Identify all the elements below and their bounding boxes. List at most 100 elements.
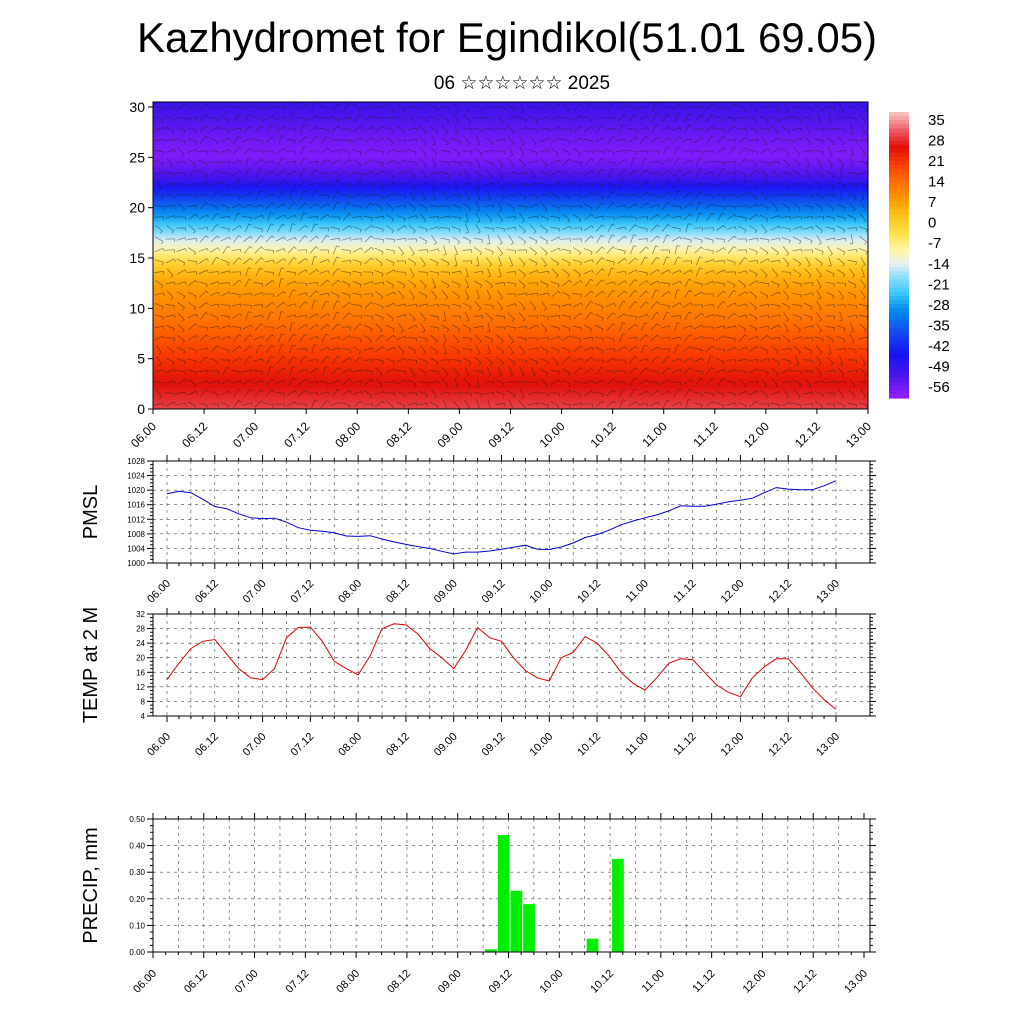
colorbar-label: -35 <box>928 317 950 334</box>
x-tick-label: 07.12 <box>284 968 312 996</box>
x-tick-label: 06.12 <box>179 419 210 450</box>
x-tick-label: 11.00 <box>624 578 651 605</box>
temperature-field <box>153 102 868 409</box>
colorbar-swatch <box>889 291 909 297</box>
x-tick-label: 11.12 <box>690 968 717 995</box>
x-tick-label: 07.12 <box>289 578 317 606</box>
y-tick-label: 10 <box>129 300 145 316</box>
x-tick-label: 10.00 <box>527 731 555 759</box>
colorbar-swatch <box>889 287 909 293</box>
y-tick-label: 0.30 <box>129 868 145 877</box>
colorbar-swatch <box>889 169 909 174</box>
colorbar-swatch <box>889 226 909 232</box>
x-tick-label: 13.00 <box>814 731 842 759</box>
colorbar-swatch <box>889 112 909 117</box>
x-tick-label: 13.00 <box>814 578 842 606</box>
x-tick-label: 08.12 <box>385 968 413 996</box>
colorbar-swatch <box>889 361 909 366</box>
x-tick-label: 11.12 <box>671 578 698 605</box>
y-tick-label: 1004 <box>127 544 145 553</box>
x-tick-label: 08.00 <box>334 968 362 996</box>
x-tick-label: 12.12 <box>791 968 819 996</box>
colorbar-swatch <box>889 128 909 134</box>
x-tick-label: 13.00 <box>843 419 874 450</box>
y-axis-label: PMSL <box>80 485 102 539</box>
colorbar-label: 21 <box>928 153 945 170</box>
colorbar-swatch <box>889 353 909 358</box>
colorbar-swatch <box>889 144 909 150</box>
colorbar-swatch <box>889 385 909 391</box>
colorbar-swatch <box>889 136 909 142</box>
colorbar-swatch <box>889 316 909 321</box>
colorbar-swatch <box>889 238 909 244</box>
colorbar-swatch <box>889 116 909 121</box>
x-tick-label: 09.00 <box>434 419 465 450</box>
colorbar-label: 28 <box>928 133 945 150</box>
x-tick-label: 06.12 <box>182 968 210 996</box>
colorbar-label: -14 <box>928 256 950 273</box>
y-axis-label: TEMP at 2 M <box>80 607 102 723</box>
y-tick-label: 1020 <box>127 486 145 495</box>
x-tick-label: 10.12 <box>588 968 616 996</box>
x-tick-label: 07.00 <box>230 419 261 450</box>
x-tick-label: 12.00 <box>741 968 769 996</box>
x-tick-label: 06.00 <box>145 578 173 606</box>
x-tick-label: 09.12 <box>487 968 515 996</box>
temp-at-2-m-panel: 4 8 12 16 20 24 28 32 06.00 06.12 07.00 07.12 08.00 0… <box>80 607 876 759</box>
x-tick-label: 11.00 <box>624 731 651 758</box>
x-tick-label: 10.12 <box>588 419 619 450</box>
x-tick-label: 12.12 <box>766 578 794 606</box>
colorbar-swatch <box>889 373 909 379</box>
colorbar-swatch <box>889 185 909 191</box>
x-tick-label: 07.00 <box>241 731 269 759</box>
y-tick-label: 20 <box>129 200 145 216</box>
x-tick-label: 09.00 <box>432 578 460 606</box>
colorbar-swatch <box>889 377 909 383</box>
colorbar-swatch <box>889 336 909 342</box>
y-tick-label: 16 <box>136 668 145 677</box>
x-tick-label: 12.00 <box>719 731 747 759</box>
colorbar-swatch <box>889 255 909 260</box>
y-tick-label: 5 <box>137 351 145 367</box>
colorbar-swatch <box>889 205 909 211</box>
y-axis-label: PRECIP, mm <box>80 827 102 943</box>
colorbar-swatch <box>889 312 909 317</box>
cross-section-panel: 0 5 10 15 20 25 30 06.00 06.12 07.00 07.12 08.00 08.… <box>128 99 950 450</box>
colorbar-swatch <box>889 181 909 187</box>
wind-barbs <box>154 102 869 410</box>
precip-bar <box>612 858 624 952</box>
x-tick-label: 09.12 <box>480 578 508 606</box>
x-tick-label: 10.12 <box>575 731 603 759</box>
colorbar-swatch <box>889 259 909 264</box>
grid <box>153 819 870 952</box>
y-tick-label: 15 <box>129 250 145 266</box>
colorbar-swatch <box>889 250 909 256</box>
colorbar-swatch <box>889 328 909 334</box>
x-tick-label: 09.12 <box>480 731 508 759</box>
colorbar-label: -56 <box>928 379 950 396</box>
x-tick-label: 06.00 <box>128 419 159 450</box>
colorbar-swatch <box>889 214 909 219</box>
x-tick-label: 12.00 <box>741 419 772 450</box>
x-tick-label: 11.00 <box>639 419 670 450</box>
x-tick-label: 06.12 <box>193 578 221 606</box>
y-tick-label: 1008 <box>127 530 145 539</box>
colorbar-swatch <box>889 275 909 281</box>
colorbar-swatch <box>889 120 909 125</box>
x-tick-label: 08.00 <box>332 419 363 450</box>
colorbar-swatch <box>889 389 909 395</box>
colorbar-swatch <box>889 283 909 289</box>
y-tick-label: 1012 <box>127 515 145 524</box>
x-tick-label: 09.00 <box>432 731 460 759</box>
x-tick-label: 09.12 <box>485 419 516 450</box>
colorbar-swatch <box>889 230 909 236</box>
colorbar-swatch <box>889 308 909 313</box>
y-tick-label: 0.00 <box>129 948 145 957</box>
colorbar-swatch <box>889 348 909 354</box>
colorbar-label: 35 <box>928 112 945 129</box>
colorbar-swatch <box>889 267 909 272</box>
y-tick-label: 0.10 <box>129 921 145 930</box>
colorbar-swatch <box>889 263 909 268</box>
colorbar-swatch <box>889 161 909 166</box>
